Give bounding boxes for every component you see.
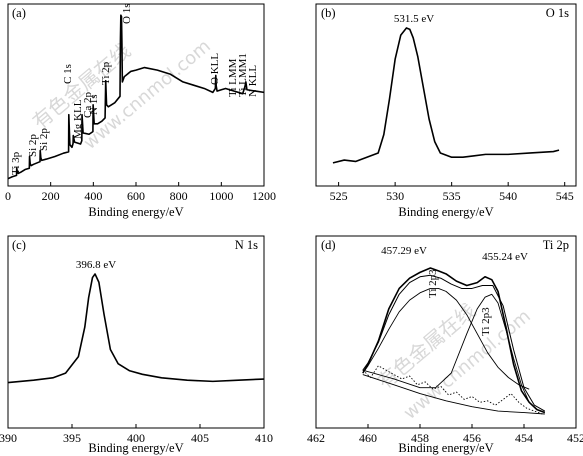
panel-a-tick-label-2: 400 xyxy=(84,189,102,203)
panel-d-series-residual-5 xyxy=(362,365,543,415)
annotation-ti-lmm: Ti LMM xyxy=(227,58,239,97)
panel-d-x-axis-label: Binding energy/eV xyxy=(398,441,493,455)
annotation-ti2p3-right: Ti 2p3 xyxy=(480,307,492,336)
panel-c-title: N 1s xyxy=(235,238,258,252)
annotation-ti2p3-left: Ti 2p3 xyxy=(427,269,439,298)
panel-d-tick-label-0: 462 xyxy=(307,431,325,445)
panel-c-series xyxy=(7,273,265,384)
annotation-531-5: 531.5 eV xyxy=(394,13,434,25)
annotation-o1s: O 1s xyxy=(121,4,133,24)
panel-b-frame xyxy=(315,3,577,187)
panel-b-series-data-0 xyxy=(332,27,560,164)
annotation-si2p-a: Si 2p xyxy=(27,134,39,157)
panel-b-tick-label-1: 530 xyxy=(386,189,404,203)
panel-d-tick-label-1: 460 xyxy=(359,431,377,445)
annotation-ca2p: Ca 2p xyxy=(82,92,94,118)
panel-c-tick-label-2: 400 xyxy=(127,431,145,445)
panel-b-tick-label-0: 525 xyxy=(330,189,348,203)
panel-c-series-data-0 xyxy=(7,273,265,384)
panel-a-tick-label-1: 200 xyxy=(42,189,60,203)
annotation-o-kll: O KLL xyxy=(209,53,221,85)
annotation-ti-lmm1: Ti LMM1 xyxy=(237,53,249,97)
panel-a-tick-label-4: 800 xyxy=(170,189,188,203)
panel-b-series xyxy=(332,27,560,164)
annotation-ti2p: Ti 2p xyxy=(100,61,112,85)
panel-c-tick-label-4: 410 xyxy=(255,431,273,445)
panel-a-ticks: 0 200 400 600 800 1000 1200 xyxy=(5,182,276,203)
panel-a-tick-label-3: 600 xyxy=(127,189,145,203)
panel-c-tick-label-1: 395 xyxy=(63,431,81,445)
panel-b-tick-label-2: 535 xyxy=(443,189,461,203)
panel-a-x-axis-label: Binding energy/eV xyxy=(88,205,183,219)
panel-d-tick-label-5: 452 xyxy=(567,431,583,445)
panel-c: (c) N 1s 390 395 400 405 410 Binding energy/… xyxy=(0,235,273,455)
panel-c-x-axis-label: Binding energy/eV xyxy=(88,441,183,455)
panel-d-series-data-0 xyxy=(362,267,546,414)
panel-d-ticks: 462 460 458 456 454 452 xyxy=(307,424,583,445)
panel-a-tick-label-6: 1200 xyxy=(252,189,276,203)
annotation-si2p-b: Si 2p xyxy=(38,128,50,151)
panel-d-title: Ti 2p xyxy=(543,238,569,252)
panel-b-x-axis-label: Binding energy/eV xyxy=(398,205,493,219)
panel-c-frame xyxy=(7,235,265,429)
annotation-mg-kll: Mg KLL xyxy=(72,99,84,139)
panel-d-series-fit-1 xyxy=(362,274,546,412)
panel-d-tick-label-2: 458 xyxy=(411,431,429,445)
panel-a-label: (a) xyxy=(12,6,26,20)
panel-a: (a) 0 200 400 600 800 1000 1200 Binding energy… xyxy=(5,3,276,219)
panel-d-label: (d) xyxy=(321,238,336,252)
panel-d-series-peak-2 xyxy=(362,287,530,390)
panel-c-tick-label-3: 405 xyxy=(191,431,209,445)
annotation-n1s: N 1s xyxy=(88,95,100,115)
panel-b-tick-label-3: 540 xyxy=(499,189,517,203)
panel-a-series-data-0 xyxy=(7,14,265,180)
panel-d-tick-label-4: 454 xyxy=(515,431,533,445)
panel-d-series xyxy=(362,267,546,415)
panel-d-series-peak-3 xyxy=(362,293,545,413)
panel-d: (d) Ti 2p 462 460 458 456 454 452 Binding ene… xyxy=(307,235,583,455)
panel-a-annotations: Ti 3p Si 2p Si 2p C 1s Mg KLL Ca 2p N 1s… xyxy=(10,4,259,175)
panel-b-tick-label-4: 545 xyxy=(556,189,574,203)
panel-d-frame xyxy=(315,235,577,429)
panel-a-tick-label-0: 0 xyxy=(5,189,11,203)
panel-b-ticks: 525 530 535 540 545 xyxy=(330,182,574,203)
annotation-396-8: 396.8 eV xyxy=(76,259,116,271)
annotation-455-24: 455.24 eV xyxy=(482,251,528,263)
annotation-n-kll: N KLL xyxy=(247,65,259,97)
annotation-c1s: C 1s xyxy=(62,64,74,84)
panel-c-label: (c) xyxy=(12,238,26,252)
watermark: 有色金属在线 www.cnnmol.com 有色金属在线 www.cnnmol.… xyxy=(28,36,535,424)
panel-a-series xyxy=(7,14,265,180)
annotation-457-29: 457.29 eV xyxy=(381,245,427,257)
annotation-ti3p: Ti 3p xyxy=(10,151,22,175)
panel-d-tick-label-3: 456 xyxy=(463,431,481,445)
panel-b: (b) O 1s 525 530 535 540 545 Binding energy/… xyxy=(315,3,577,219)
panel-b-title: O 1s xyxy=(546,6,569,20)
panel-b-label: (b) xyxy=(321,6,336,20)
panel-c-tick-label-0: 390 xyxy=(0,431,17,445)
panel-d-series-background-4 xyxy=(362,374,545,415)
panel-c-ticks: 390 395 400 405 410 xyxy=(0,424,273,445)
panel-a-tick-label-5: 1000 xyxy=(209,189,233,203)
